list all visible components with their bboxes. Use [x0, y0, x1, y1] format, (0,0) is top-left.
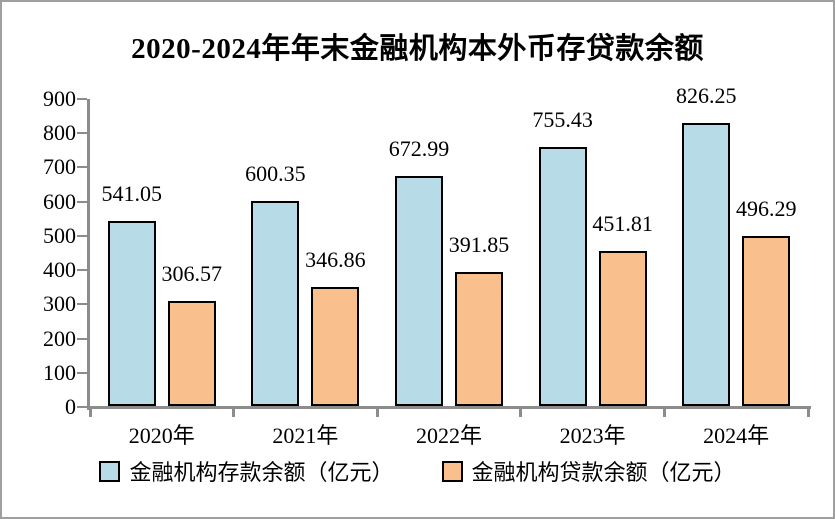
x-tick [232, 407, 236, 417]
y-tick-label: 0 [65, 394, 76, 419]
y-tick [77, 269, 87, 272]
value-label-loan-2022年: 391.85 [448, 231, 510, 257]
value-label-loan-2024年: 496.29 [735, 196, 797, 222]
x-tick [806, 407, 810, 417]
legend-label-deposit: 金融机构存款余额（亿元） [129, 460, 394, 485]
x-tick [375, 407, 379, 417]
y-tick [77, 303, 87, 306]
value-label-loan-2020年: 306.57 [161, 261, 223, 287]
bar-deposit-2024年 [682, 123, 731, 406]
x-tick [662, 407, 666, 417]
bar-loan-2022年 [455, 271, 503, 406]
bar-loan-2020年 [167, 301, 216, 406]
legend-item-deposit: 金融机构存款余额（亿元） [99, 455, 394, 487]
y-tick-label: 200 [43, 325, 76, 351]
y-tick [77, 200, 87, 203]
y-tick [77, 337, 87, 340]
legend-item-loan: 金融机构贷款余额（亿元） [441, 455, 736, 487]
value-label-deposit-2024年: 826.25 [675, 83, 737, 109]
y-tick-label: 400 [43, 257, 76, 283]
legend: 金融机构存款余额（亿元） 金融机构贷款余额（亿元） [2, 455, 833, 487]
y-tick [77, 406, 87, 408]
y-tick [77, 132, 87, 135]
x-category-label: 2020年 [128, 423, 195, 448]
y-tick-label: 500 [43, 222, 76, 248]
x-category-label: 2021年 [272, 423, 339, 448]
bar-deposit-2021年 [251, 200, 300, 406]
legend-swatch-deposit [99, 460, 121, 482]
x-tick [519, 407, 523, 417]
bar-deposit-2020年 [107, 220, 156, 406]
x-category-label: 2023年 [559, 423, 626, 448]
y-tick [77, 371, 87, 374]
value-label-deposit-2021年: 600.35 [245, 160, 306, 186]
bar-deposit-2023年 [538, 147, 587, 406]
value-label-loan-2023年: 451.81 [592, 211, 653, 237]
bar-deposit-2022年 [395, 175, 443, 406]
legend-swatch-loan [441, 460, 463, 482]
value-label-deposit-2023年: 755.43 [532, 107, 593, 133]
bar-loan-2021年 [311, 287, 360, 406]
bar-loan-2023年 [598, 251, 647, 406]
x-category-label: 2022年 [415, 423, 483, 448]
y-tick-label: 800 [43, 120, 76, 146]
chart-title: 2020-2024年年末金融机构本外币存贷款余额 [131, 33, 704, 65]
y-tick-label: 100 [43, 359, 76, 385]
legend-label-loan: 金融机构贷款余额（亿元） [471, 460, 736, 485]
value-label-loan-2021年: 346.86 [305, 247, 366, 273]
y-tick-label: 600 [43, 188, 76, 214]
x-axis-line [87, 406, 811, 409]
value-label-deposit-2020年: 541.05 [101, 180, 163, 206]
x-tick [88, 407, 92, 417]
bar-loan-2024年 [742, 236, 791, 406]
value-label-deposit-2022年: 672.99 [388, 135, 450, 161]
y-tick [77, 166, 87, 169]
y-tick-label: 900 [43, 86, 76, 111]
y-axis-line [87, 99, 90, 410]
x-category-label: 2024年 [703, 423, 770, 448]
y-tick [77, 98, 87, 100]
y-tick-label: 300 [43, 291, 76, 317]
y-tick-label: 700 [43, 154, 76, 180]
y-tick [77, 234, 87, 237]
